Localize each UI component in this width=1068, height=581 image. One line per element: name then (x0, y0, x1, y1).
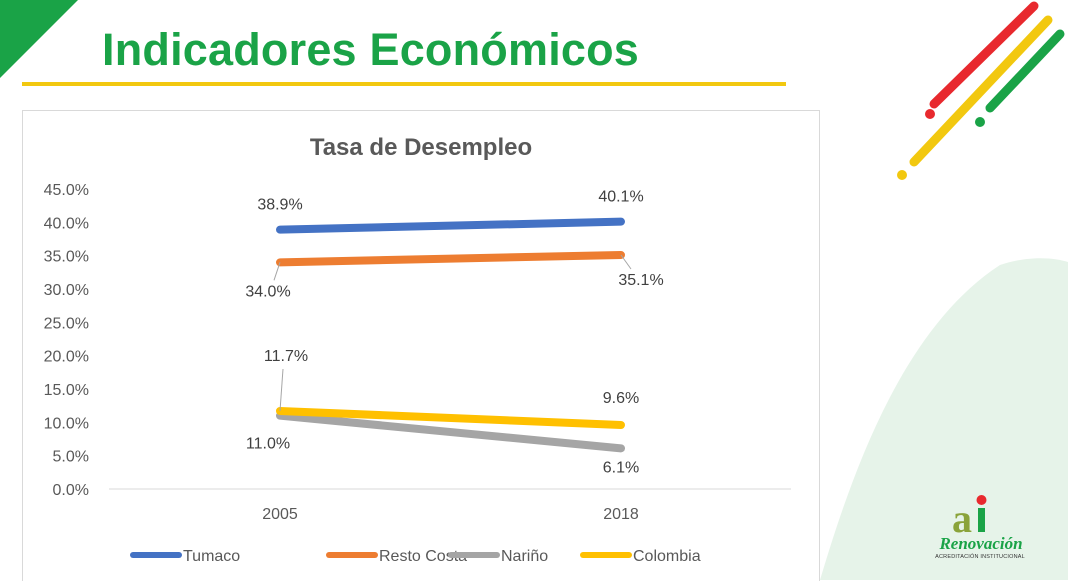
corner-triangle-decoration (0, 0, 78, 78)
y-tick-label: 5.0% (53, 449, 89, 466)
legend-label: Colombia (633, 548, 701, 565)
y-tick-label: 40.0% (44, 215, 89, 232)
y-tick-label: 15.0% (44, 382, 89, 399)
series-line-colombia (276, 407, 625, 429)
title-underline (22, 82, 786, 86)
x-tick-label: 2018 (603, 506, 639, 523)
data-label: 9.6% (603, 390, 639, 407)
legend-label: Nariño (501, 548, 548, 565)
chart-legend: Tumaco Resto Costa Nariño Colombia (130, 548, 701, 565)
chart-frame: Tasa de Desempleo 0.0% 5.0% 10.0% 15.0% 20.0… (22, 110, 820, 581)
y-tick-label: 30.0% (44, 282, 89, 299)
logo-name: Renovación (939, 534, 1023, 553)
slide-title: Indicadores Económicos (102, 24, 640, 75)
unemployment-line-chart: Tasa de Desempleo 0.0% 5.0% 10.0% 15.0% 20.0… (44, 134, 791, 565)
data-label-leader (279, 368, 284, 412)
ai-logo-mark: a (952, 495, 987, 536)
svg-text:a: a (952, 496, 972, 536)
data-labels: 38.9% 40.1% 34.0% 35.1% 11.0% 6.1% 11.7% 9.6% (245, 189, 663, 477)
y-tick-label: 0.0% (53, 482, 89, 499)
data-label-leader (620, 254, 632, 270)
series-line-narino (276, 411, 625, 453)
x-tick-label: 2005 (262, 506, 298, 523)
y-tick-label: 25.0% (44, 315, 89, 332)
y-axis: 0.0% 5.0% 10.0% 15.0% 20.0% 25.0% 30.0% 35.0% 40… (44, 182, 89, 499)
data-label: 35.1% (618, 272, 663, 289)
diagonal-stripes-decoration (897, 1, 1065, 180)
legend-label: Tumaco (183, 548, 240, 565)
logo-subtitle: ACREDITACIÓN INSTITUCIONAL (935, 554, 1025, 560)
data-label: 6.1% (603, 459, 639, 476)
data-label: 11.0% (246, 436, 290, 453)
y-tick-label: 45.0% (44, 182, 89, 199)
series-lines (276, 217, 625, 453)
data-label: 11.7% (264, 348, 308, 365)
x-axis: 2005 2018 (109, 488, 791, 523)
series-line-tumaco (276, 217, 625, 234)
series-line-resto-costa (276, 251, 625, 267)
data-label: 38.9% (257, 197, 302, 214)
y-tick-label: 20.0% (44, 349, 89, 366)
y-tick-label: 10.0% (44, 415, 89, 432)
data-label: 40.1% (598, 189, 643, 206)
y-tick-label: 35.0% (44, 249, 89, 266)
renovacion-logo: a Renovación ACREDITACIÓN INSTITUCIONAL (918, 492, 1038, 572)
data-label-leader (273, 262, 281, 281)
legend-label: Resto Costa (379, 548, 467, 565)
chart-title: Tasa de Desempleo (310, 134, 532, 161)
data-label: 34.0% (245, 283, 290, 300)
